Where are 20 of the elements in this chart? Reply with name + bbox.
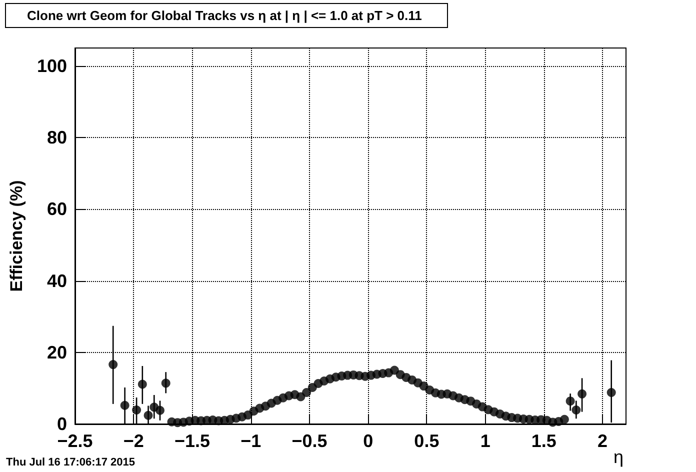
x-tick-label: −1 bbox=[240, 431, 262, 451]
y-tick-label: 20 bbox=[46, 342, 67, 362]
x-tick-label: 2 bbox=[598, 431, 608, 451]
x-tick-label: 0.5 bbox=[414, 431, 440, 451]
x-tick-label: −2.5 bbox=[57, 431, 93, 451]
y-axis-title: Efficiency (%) bbox=[7, 180, 26, 292]
x-tick-label: 0 bbox=[363, 431, 374, 451]
x-tick-label: 1 bbox=[480, 431, 490, 451]
x-tick-label: −0.5 bbox=[292, 431, 328, 451]
x-tick-label: 1.5 bbox=[531, 431, 556, 451]
y-tick-label: 60 bbox=[46, 199, 67, 220]
x-tick-label: −1.5 bbox=[174, 431, 210, 451]
y-tick-label: 0 bbox=[56, 414, 67, 434]
y-tick-label: 40 bbox=[46, 270, 67, 291]
x-axis-title: η bbox=[613, 447, 624, 467]
x-tick-label: −2 bbox=[123, 431, 144, 451]
chart-title: Clone wrt Geom for Global Tracks vs η at | η | <= 1.0 at pT > 0.11 bbox=[27, 8, 422, 23]
y-tick-label: 100 bbox=[36, 56, 67, 76]
text: Thu Jul 16 17:06:17 2015 bbox=[6, 456, 136, 468]
y-tick-label: 80 bbox=[46, 128, 67, 148]
